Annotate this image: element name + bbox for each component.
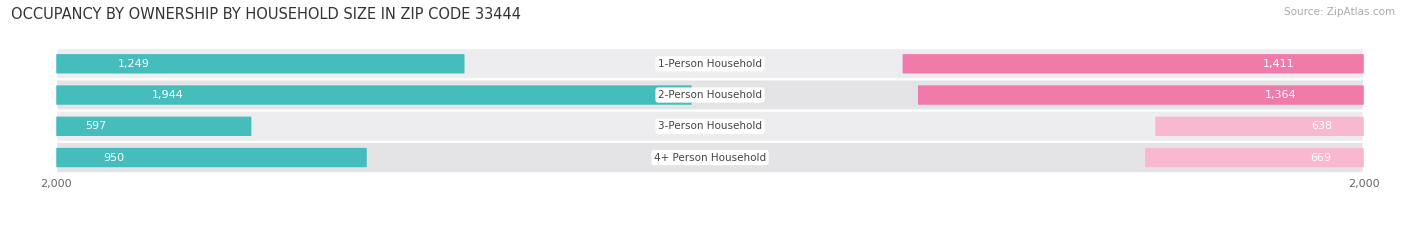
Text: OCCUPANCY BY OWNERSHIP BY HOUSEHOLD SIZE IN ZIP CODE 33444: OCCUPANCY BY OWNERSHIP BY HOUSEHOLD SIZE… [11, 7, 522, 22]
Text: 1-Person Household: 1-Person Household [658, 59, 762, 69]
FancyBboxPatch shape [56, 54, 464, 73]
FancyBboxPatch shape [56, 48, 1364, 79]
Text: 669: 669 [1310, 153, 1331, 163]
FancyBboxPatch shape [56, 142, 1364, 173]
Text: 1,364: 1,364 [1265, 90, 1296, 100]
FancyBboxPatch shape [903, 54, 1364, 73]
FancyBboxPatch shape [56, 111, 1364, 142]
Text: 638: 638 [1312, 121, 1333, 131]
FancyBboxPatch shape [56, 79, 1364, 111]
Text: 950: 950 [103, 153, 124, 163]
Text: 1,944: 1,944 [152, 90, 183, 100]
Text: 597: 597 [86, 121, 107, 131]
FancyBboxPatch shape [1144, 148, 1364, 167]
Text: 4+ Person Household: 4+ Person Household [654, 153, 766, 163]
Text: 2-Person Household: 2-Person Household [658, 90, 762, 100]
Text: 1,249: 1,249 [118, 59, 149, 69]
Text: 3-Person Household: 3-Person Household [658, 121, 762, 131]
FancyBboxPatch shape [56, 85, 692, 105]
FancyBboxPatch shape [918, 85, 1364, 105]
FancyBboxPatch shape [56, 148, 367, 167]
Text: 1,411: 1,411 [1263, 59, 1295, 69]
Text: Source: ZipAtlas.com: Source: ZipAtlas.com [1284, 7, 1395, 17]
FancyBboxPatch shape [1156, 116, 1364, 136]
FancyBboxPatch shape [56, 116, 252, 136]
